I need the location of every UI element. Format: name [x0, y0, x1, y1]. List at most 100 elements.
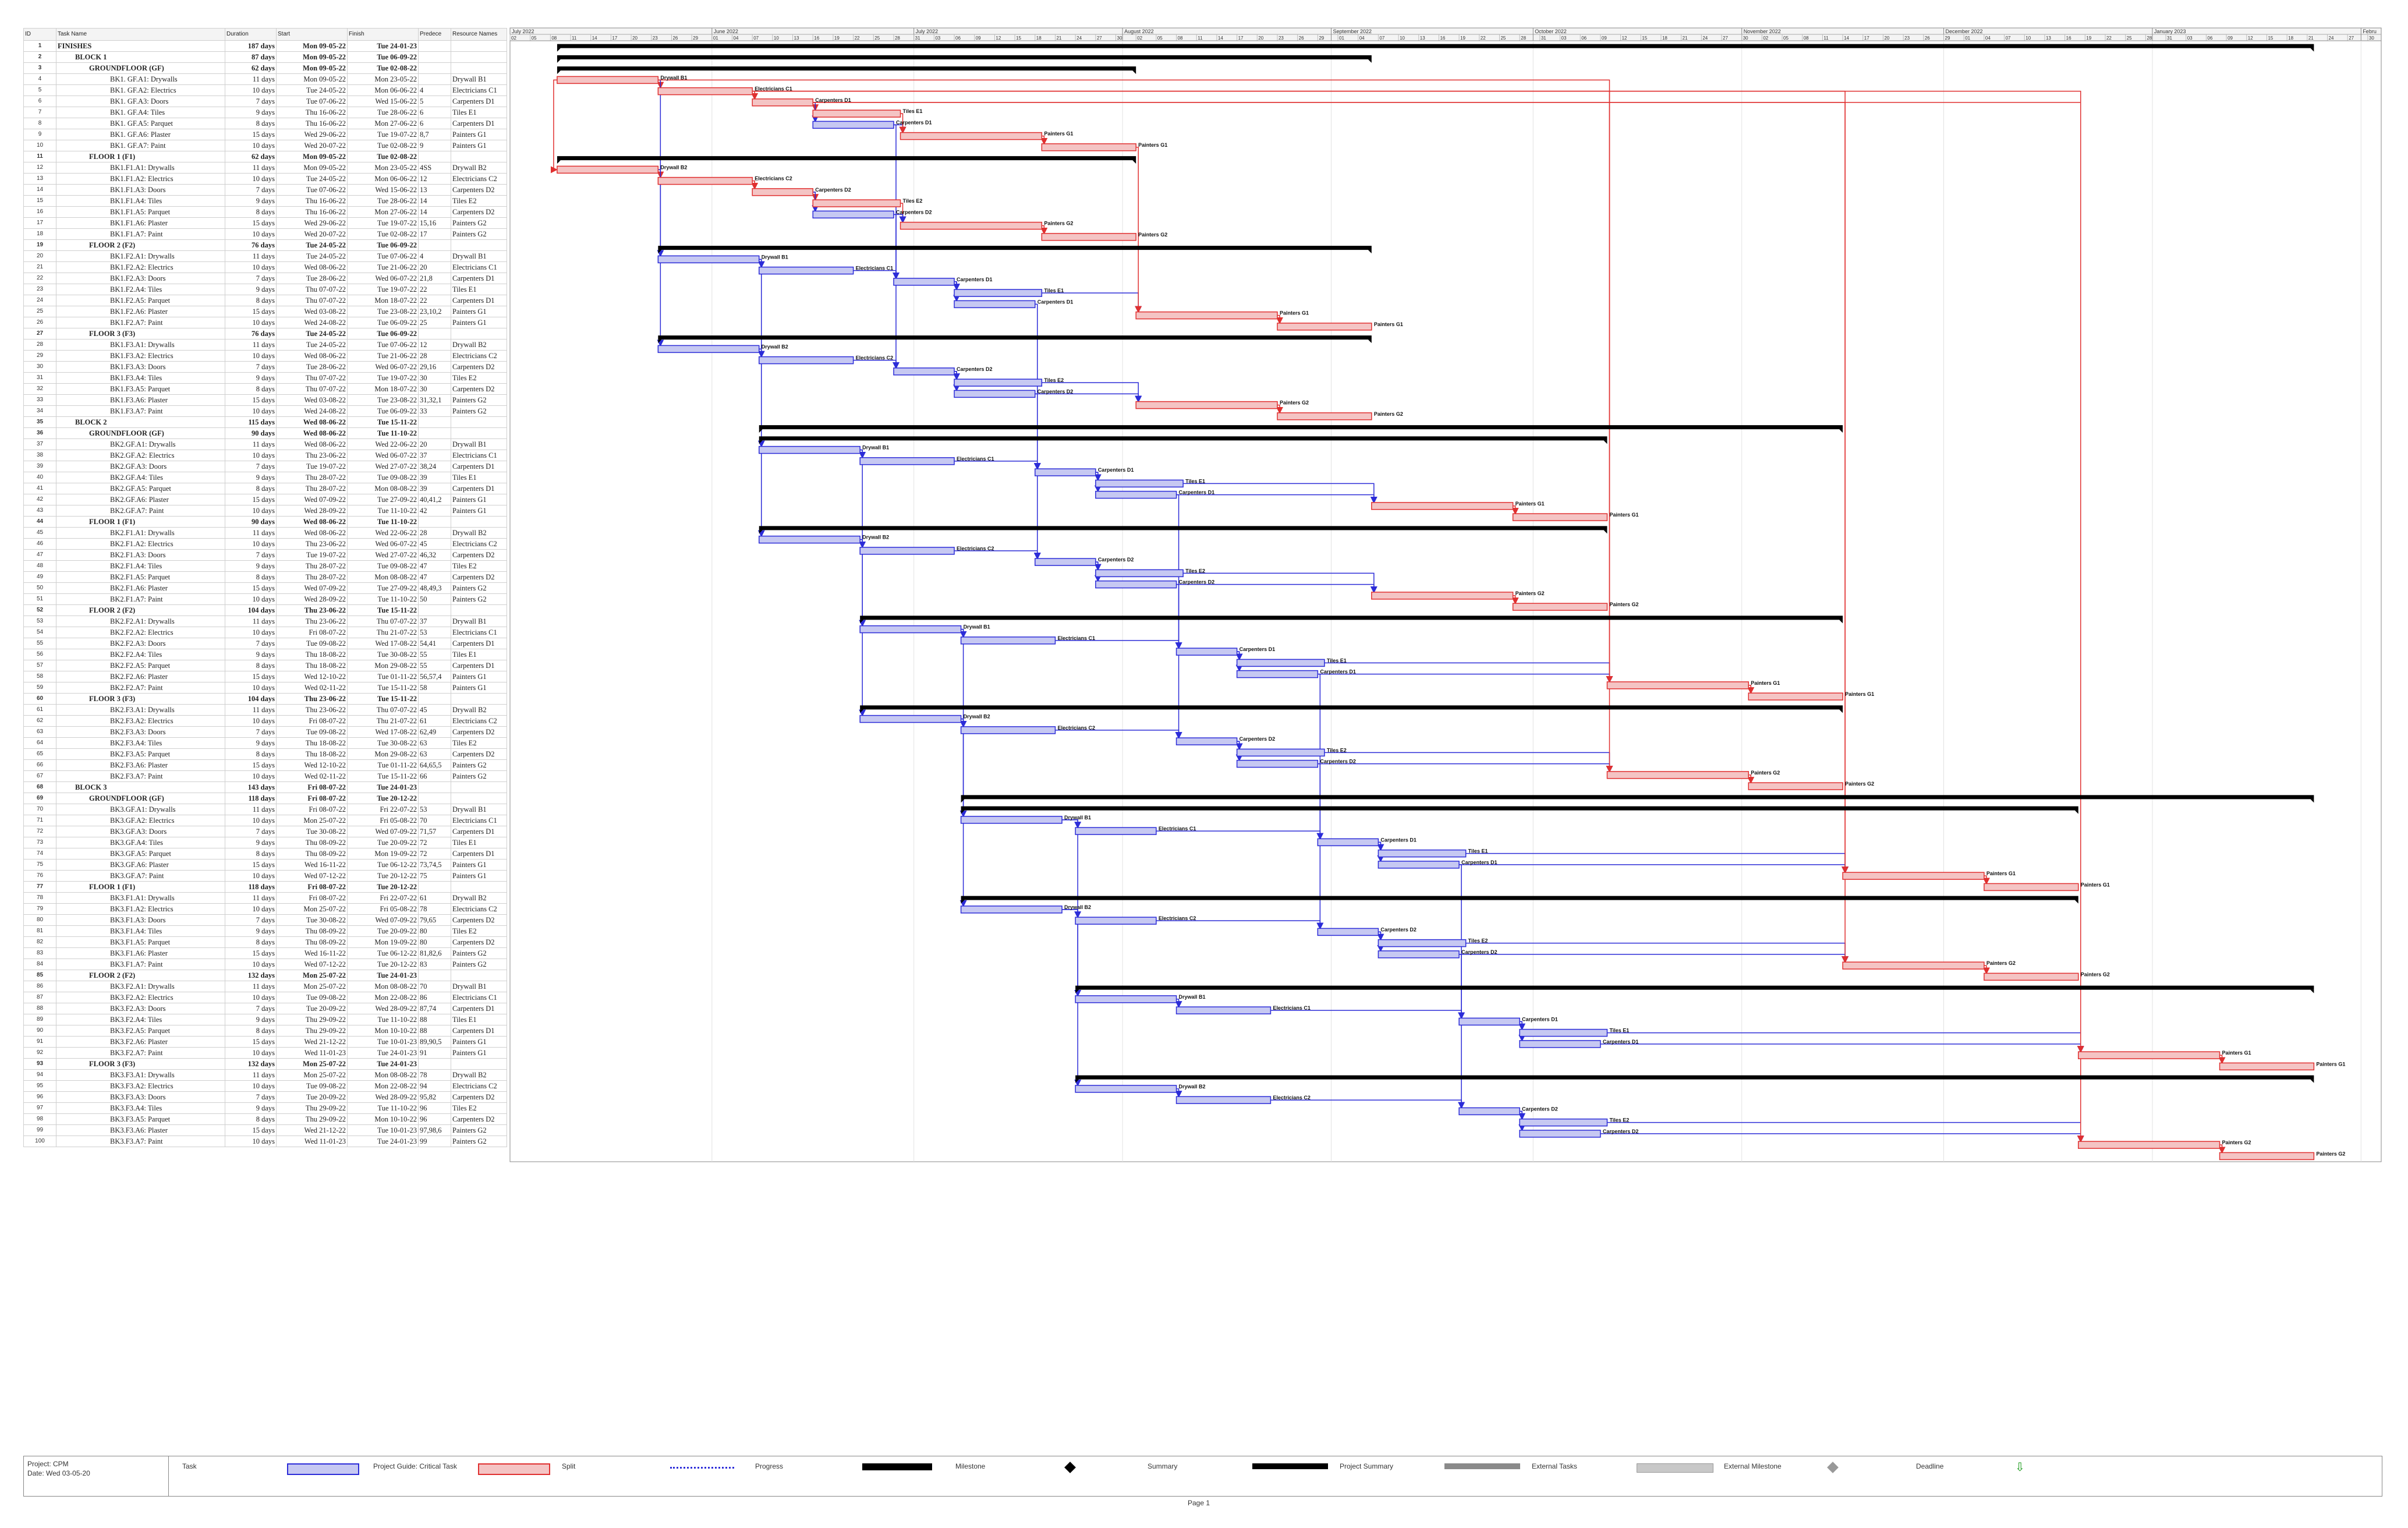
table-row[interactable]: 65 BK2.F3.A5: Parquet 8 days Thu 18-08-22 Mo…	[23, 748, 507, 760]
table-row[interactable]: 41 BK2.GF.A5: Parquet 8 days Thu 28-07-22 Mo…	[23, 483, 507, 494]
table-row[interactable]: 62 BK2.F3.A2: Electrics 10 days Fri 08-07-2…	[23, 715, 507, 727]
resource-label: Electricians C1	[856, 266, 894, 271]
table-row[interactable]: 2 BLOCK 1 87 days Mon 09-05-22 Tue 06-09-22	[23, 51, 507, 63]
table-row[interactable]: 78 BK3.F1.A1: Drywalls 11 days Fri 08-07-22…	[23, 892, 507, 904]
day-label: 22	[855, 36, 860, 41]
table-row[interactable]: 26 BK1.F2.A7: Paint 10 days Wed 24-08-22 Tue…	[23, 317, 507, 328]
table-row[interactable]: 32 BK1.F3.A5: Parquet 8 days Thu 07-07-22 Mo…	[23, 383, 507, 395]
table-row[interactable]: 75 BK3.GF.A6: Plaster 15 days Wed 16-11-22 T…	[23, 859, 507, 871]
table-row[interactable]: 7 BK1. GF.A4: Tiles 9 days Thu 16-06-22 Tue …	[23, 107, 507, 118]
table-row[interactable]: 87 BK3.F2.A2: Electrics 10 days Tue 09-08-2…	[23, 992, 507, 1003]
task-finish: Mon 27-06-22	[347, 206, 419, 218]
table-row[interactable]: 81 BK3.F1.A4: Tiles 9 days Thu 08-09-22 Tue …	[23, 925, 507, 937]
table-row[interactable]: 51 BK2.F1.A7: Paint 10 days Wed 28-09-22 Tue…	[23, 593, 507, 605]
task-resource: Carpenters D1	[451, 660, 507, 671]
table-row[interactable]: 99 BK3.F3.A6: Plaster 15 days Wed 21-12-22 T…	[23, 1124, 507, 1136]
table-row[interactable]: 36 GROUNDFLOOR (GF) 90 days Wed 08-06-22 Tue…	[23, 427, 507, 439]
table-row[interactable]: 3 GROUNDFLOOR (GF) 62 days Mon 09-05-22 Tue …	[23, 62, 507, 74]
table-row[interactable]: 14 BK1.F1.A3: Doors 7 days Tue 07-06-22 Wed …	[23, 184, 507, 196]
table-row[interactable]: 71 BK3.GF.A2: Electrics 10 days Mon 25-07-2…	[23, 815, 507, 826]
table-row[interactable]: 22 BK1.F2.A3: Doors 7 days Tue 28-06-22 Wed …	[23, 273, 507, 284]
legend-summary-swatch	[1252, 1463, 1328, 1469]
col-header-finish[interactable]: Finish	[347, 28, 419, 41]
table-row[interactable]: 1 FINISHES 187 days Mon 09-05-22 Tue 24-01-2…	[23, 40, 507, 52]
table-row[interactable]: 17 BK1.F1.A6: Plaster 15 days Wed 29-06-22 T…	[23, 217, 507, 229]
table-row[interactable]: 19 FLOOR 2 (F2) 76 days Tue 24-05-22 Tue 06-…	[23, 239, 507, 251]
task-name: BK3.GF.A3: Doors	[56, 826, 225, 837]
table-row[interactable]: 47 BK2.F1.A3: Doors 7 days Tue 19-07-22 Wed …	[23, 549, 507, 561]
table-row[interactable]: 89 BK3.F2.A4: Tiles 9 days Thu 29-09-22 Tue …	[23, 1014, 507, 1025]
task-start: Wed 07-12-22	[276, 958, 348, 970]
table-row[interactable]: 43 BK2.GF.A7: Paint 10 days Wed 28-09-22 Tue…	[23, 505, 507, 517]
table-row[interactable]: 73 BK3.GF.A4: Tiles 9 days Thu 08-09-22 Tue …	[23, 837, 507, 848]
table-row[interactable]: 15 BK1.F1.A4: Tiles 9 days Thu 16-06-22 Tue …	[23, 195, 507, 207]
task-bar	[1175, 1006, 1272, 1014]
col-header-resource-names[interactable]: Resource Names	[451, 28, 507, 41]
table-row[interactable]: 91 BK3.F2.A6: Plaster 15 days Wed 21-12-22 T…	[23, 1036, 507, 1048]
table-row[interactable]: 85 FLOOR 2 (F2) 132 days Mon 25-07-22 Tue 24…	[23, 970, 507, 981]
table-row[interactable]: 74 BK3.GF.A5: Parquet 8 days Thu 08-09-22 Mo…	[23, 848, 507, 860]
table-row[interactable]: 40 BK2.GF.A4: Tiles 9 days Thu 28-07-22 Tue …	[23, 472, 507, 483]
table-row[interactable]: 64 BK2.F3.A4: Tiles 9 days Thu 18-08-22 Tue …	[23, 737, 507, 749]
table-row[interactable]: 28 BK1.F3.A1: Drywalls 11 days Tue 24-05-22…	[23, 339, 507, 351]
table-row[interactable]: 33 BK1.F3.A6: Plaster 15 days Wed 03-08-22 T…	[23, 394, 507, 406]
table-row[interactable]: 52 FLOOR 2 (F2) 104 days Thu 23-06-22 Tue 15…	[23, 604, 507, 616]
table-row[interactable]: 38 BK2.GF.A2: Electrics 10 days Thu 23-06-2…	[23, 450, 507, 461]
table-row[interactable]: 96 BK3.F3.A3: Doors 7 days Tue 20-09-22 Wed …	[23, 1091, 507, 1103]
summary-bar	[557, 156, 1136, 161]
table-row[interactable]: 48 BK2.F1.A4: Tiles 9 days Thu 28-07-22 Tue …	[23, 560, 507, 572]
table-row[interactable]: 42 BK2.GF.A6: Plaster 15 days Wed 07-09-22 T…	[23, 494, 507, 505]
table-row[interactable]: 88 BK3.F2.A3: Doors 7 days Tue 20-09-22 Wed …	[23, 1003, 507, 1014]
table-row[interactable]: 24 BK1.F2.A5: Parquet 8 days Thu 07-07-22 Mo…	[23, 295, 507, 306]
task-bar	[1236, 759, 1319, 768]
col-header-predecessors[interactable]: Predece	[418, 28, 451, 41]
task-resource: Carpenters D2	[451, 206, 507, 218]
table-row[interactable]: 30 BK1.F3.A3: Doors 7 days Tue 28-06-22 Wed …	[23, 361, 507, 373]
table-row[interactable]: 60 FLOOR 3 (F3) 104 days Thu 23-06-22 Tue 15…	[23, 693, 507, 705]
table-row[interactable]: 72 BK3.GF.A3: Doors 7 days Tue 30-08-22 Wed …	[23, 826, 507, 837]
table-row[interactable]: 29 BK1.F3.A2: Electrics 10 days Wed 08-06-2…	[23, 350, 507, 362]
table-row[interactable]: 79 BK3.F1.A2: Electrics 10 days Mon 25-07-2…	[23, 903, 507, 915]
table-row[interactable]: 12 BK1.F1.A1: Drywalls 11 days Mon 09-05-22…	[23, 162, 507, 174]
table-row[interactable]: 98 BK3.F3.A5: Parquet 8 days Thu 29-09-22 Mo…	[23, 1113, 507, 1125]
table-row[interactable]: 5 BK1. GF.A2: Electrics 10 days Tue 24-05-2…	[23, 84, 507, 96]
table-row[interactable]: 8 BK1. GF.A5: Parquet 8 days Thu 16-06-22 Mo…	[23, 118, 507, 129]
table-row[interactable]: 16 BK1.F1.A5: Parquet 8 days Thu 16-06-22 Mo…	[23, 206, 507, 218]
day-label: 14	[592, 36, 597, 41]
table-row[interactable]: 77 FLOOR 1 (F1) 118 days Fri 08-07-22 Tue 20…	[23, 881, 507, 893]
table-row[interactable]: 92 BK3.F2.A7: Paint 10 days Wed 11-01-23 Tue…	[23, 1047, 507, 1059]
table-row[interactable]: 68 BLOCK 3 143 days Fri 08-07-22 Tue 24-01-2…	[23, 781, 507, 793]
task-start: Thu 29-09-22	[276, 1113, 348, 1125]
table-row[interactable]: 39 BK2.GF.A3: Doors 7 days Tue 19-07-22 Wed …	[23, 461, 507, 472]
task-duration: 11 days	[225, 1069, 277, 1081]
table-row[interactable]: 57 BK2.F2.A5: Parquet 8 days Thu 18-08-22 Mo…	[23, 660, 507, 671]
task-name: BK3.F3.A7: Paint	[56, 1136, 225, 1147]
table-row[interactable]: 18 BK1.F1.A7: Paint 10 days Wed 20-07-22 Tue…	[23, 228, 507, 240]
resource-label: Painters G1	[1751, 680, 1780, 686]
task-start: Wed 29-06-22	[276, 129, 348, 140]
task-duration: 11 days	[225, 73, 277, 85]
resource-label: Drywall B2	[1179, 1084, 1206, 1090]
table-row[interactable]: 31 BK1.F3.A4: Tiles 9 days Thu 07-07-22 Tue …	[23, 372, 507, 384]
table-row[interactable]: 23 BK1.F2.A4: Tiles 9 days Thu 07-07-22 Tue …	[23, 284, 507, 295]
table-row[interactable]: 97 BK3.F3.A4: Tiles 9 days Thu 29-09-22 Tue …	[23, 1102, 507, 1114]
table-row[interactable]: 84 BK3.F1.A7: Paint 10 days Wed 07-12-22 Tue…	[23, 958, 507, 970]
table-row[interactable]: 49 BK2.F1.A5: Parquet 8 days Thu 28-07-22 Mo…	[23, 571, 507, 583]
table-row[interactable]: 83 BK3.F1.A6: Plaster 15 days Wed 16-11-22 T…	[23, 947, 507, 959]
task-bar	[859, 547, 955, 555]
table-row[interactable]: 100 BK3.F3.A7: Paint 10 days Wed 11-01-23 Tu…	[23, 1136, 507, 1147]
task-finish: Mon 18-07-22	[347, 383, 419, 395]
task-start: Thu 08-09-22	[276, 837, 348, 848]
table-row[interactable]: 94 BK3.F3.A1: Drywalls 11 days Mon 25-07-22…	[23, 1069, 507, 1081]
col-header-id[interactable]: ID	[23, 28, 56, 41]
summary-bar-end	[557, 48, 2314, 52]
table-row[interactable]: 27 FLOOR 3 (F3) 76 days Tue 24-05-22 Tue 06-…	[23, 328, 507, 339]
table-row[interactable]: 61 BK2.F3.A1: Drywalls 11 days Thu 23-06-22…	[23, 704, 507, 716]
task-name: BK3.F2.A2: Electrics	[56, 992, 225, 1003]
table-row[interactable]: 50 BK2.F1.A6: Plaster 15 days Wed 07-09-22 T…	[23, 582, 507, 594]
table-row[interactable]: 55 BK2.F2.A3: Doors 7 days Tue 09-08-22 Wed …	[23, 638, 507, 649]
table-row[interactable]: 56 BK2.F2.A4: Tiles 9 days Thu 18-08-22 Tue …	[23, 649, 507, 660]
table-row[interactable]: 37 BK2.GF.A1: Drywalls 11 days Wed 08-06-22…	[23, 438, 507, 450]
col-header-task-name[interactable]: Task Name	[56, 28, 225, 41]
table-row[interactable]: 54 BK2.F2.A2: Electrics 10 days Fri 08-07-2…	[23, 627, 507, 638]
